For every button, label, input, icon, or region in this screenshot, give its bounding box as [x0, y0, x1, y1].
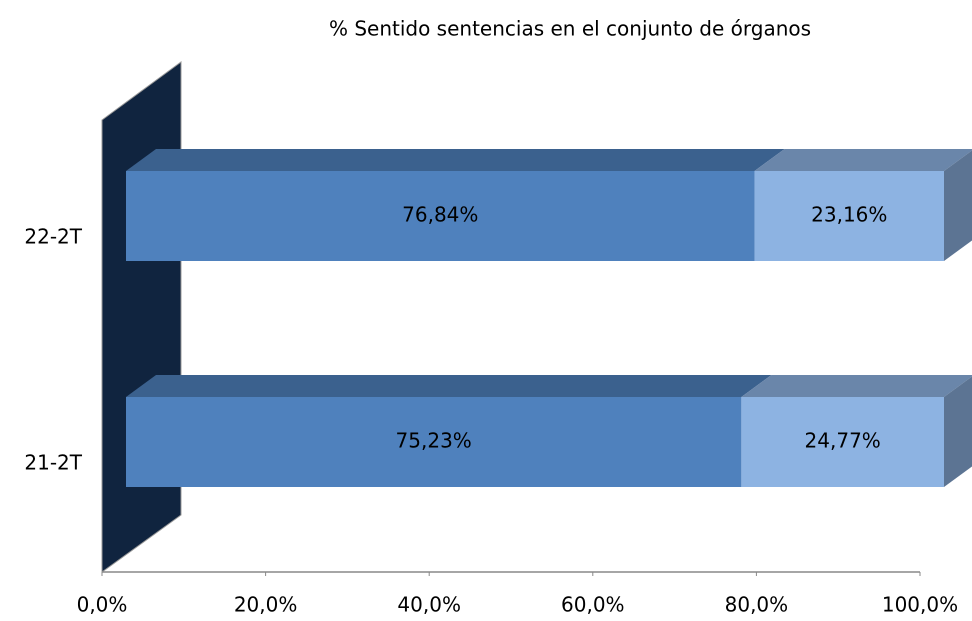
x-tick-label: 40,0% [397, 593, 461, 617]
x-tick-label: 100,0% [882, 593, 958, 617]
chart-title: % Sentido sentencias en el conjunto de ó… [329, 17, 811, 41]
bar-top [126, 149, 785, 171]
bar-top [754, 149, 972, 171]
back-wall [101, 61, 182, 573]
bar [741, 397, 944, 487]
data-label: 75,23% [396, 429, 472, 453]
bar [126, 171, 755, 261]
x-tick-label: 0,0% [77, 593, 128, 617]
x-tick-label: 80,0% [725, 593, 789, 617]
data-label: 76,84% [402, 203, 478, 227]
x-tick-label: 20,0% [234, 593, 298, 617]
bar [126, 397, 742, 487]
data-label: 23,16% [811, 203, 887, 227]
bar [754, 171, 944, 261]
y-tick-label: 22-2T [24, 225, 82, 249]
bar-side [944, 150, 972, 261]
y-tick-label: 21-2T [24, 451, 82, 475]
data-label: 24,77% [805, 429, 881, 453]
bar-top [126, 375, 772, 397]
bar-side [944, 376, 972, 487]
bar-top [741, 375, 972, 397]
x-tick-label: 60,0% [561, 593, 625, 617]
